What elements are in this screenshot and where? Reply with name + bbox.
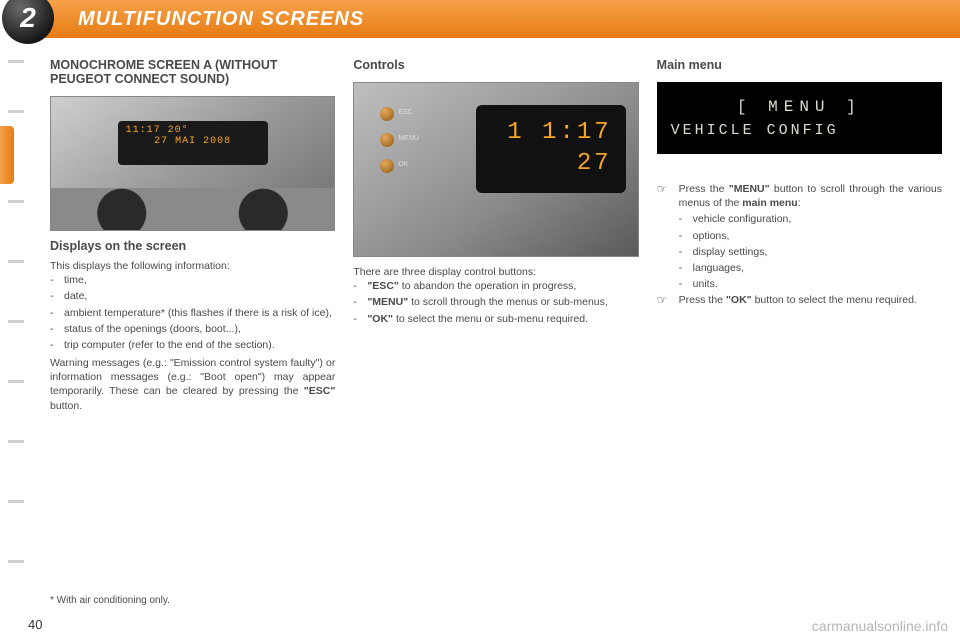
col3-heading: Main menu: [657, 58, 942, 72]
air-vents: [51, 188, 334, 230]
list-item: -ambient temperature* (this flashes if t…: [50, 306, 335, 320]
list-item: -status of the openings (doors, boot...)…: [50, 322, 335, 336]
lcd-line1: [ MENU ]: [671, 98, 928, 116]
watermark: carmanualsonline.info: [812, 618, 948, 634]
main-menu-sublist: -vehicle configuration, -options, -displ…: [679, 212, 942, 291]
controls-photo: ESC MENU OK 1 1:17 27: [353, 82, 638, 257]
list-item: -options,: [679, 229, 942, 243]
column-controls: Controls ESC MENU OK 1 1:17 27 There are…: [353, 58, 638, 622]
list-item: -trip computer (refer to the end of the …: [50, 338, 335, 352]
section-thumb-tab: [0, 126, 14, 184]
panel-line2: 27: [490, 148, 612, 179]
list-item: -"MENU" to scroll through the menus or s…: [353, 295, 638, 309]
main-menu-lcd: [ MENU ] VEHICLE CONFIG: [657, 82, 942, 154]
page-content: MONOCHROME SCREEN A (WITHOUT PEUGEOT CON…: [50, 58, 942, 622]
col1-heading: MONOCHROME SCREEN A (WITHOUT PEUGEOT CON…: [50, 58, 335, 86]
chapter-number: 2: [20, 2, 36, 34]
list-item: -"ESC" to abandon the operation in progr…: [353, 279, 638, 293]
step-item: ☞ Press the "OK" button to select the me…: [657, 293, 942, 307]
list-item: -"OK" to select the menu or sub-menu req…: [353, 312, 638, 326]
col1-warning: Warning messages (e.g.: "Emission contro…: [50, 356, 335, 413]
list-item: -date,: [50, 289, 335, 303]
col1-subheading: Displays on the screen: [50, 239, 335, 253]
dash-line1: 11:17 20°: [126, 125, 260, 136]
page-banner: MULTIFUNCTION SCREENS: [28, 0, 960, 38]
list-item: -time,: [50, 273, 335, 287]
pointer-icon: ☞: [657, 293, 679, 307]
menu-button-icon: [380, 133, 394, 147]
column-main-menu: Main menu [ MENU ] VEHICLE CONFIG ☞ Pres…: [657, 58, 942, 622]
left-margin-rail: [0, 0, 28, 640]
esc-button-icon: [380, 107, 394, 121]
step-item: ☞ Press the "MENU" button to scroll thro…: [657, 182, 942, 210]
list-item: -languages,: [679, 261, 942, 275]
dashboard-lcd: 11:17 20° 27 MAI 2008: [118, 121, 268, 165]
control-buttons-cluster: ESC MENU OK: [380, 107, 394, 173]
banner-title: MULTIFUNCTION SCREENS: [78, 8, 364, 31]
footnote: * With air conditioning only.: [50, 595, 170, 606]
page-number: 40: [28, 617, 42, 632]
dash-line2: 27 MAI 2008: [126, 136, 260, 147]
lcd-line2: VEHICLE CONFIG: [671, 122, 928, 139]
col2-heading: Controls: [353, 58, 638, 72]
dashboard-photo: 11:17 20° 27 MAI 2008: [50, 96, 335, 231]
col2-list: -"ESC" to abandon the operation in progr…: [353, 279, 638, 326]
column-monochrome-screen: MONOCHROME SCREEN A (WITHOUT PEUGEOT CON…: [50, 58, 335, 622]
controls-lcd-panel: 1 1:17 27: [476, 105, 626, 193]
pointer-icon: ☞: [657, 182, 679, 210]
col1-list: -time, -date, -ambient temperature* (thi…: [50, 273, 335, 352]
col2-intro: There are three display control buttons:: [353, 265, 638, 279]
list-item: -vehicle configuration,: [679, 212, 942, 226]
list-item: -units.: [679, 277, 942, 291]
panel-line1: 1 1:17: [490, 117, 612, 148]
col1-intro: This displays the following information:: [50, 259, 335, 273]
ok-button-icon: [380, 159, 394, 173]
list-item: -display settings,: [679, 245, 942, 259]
